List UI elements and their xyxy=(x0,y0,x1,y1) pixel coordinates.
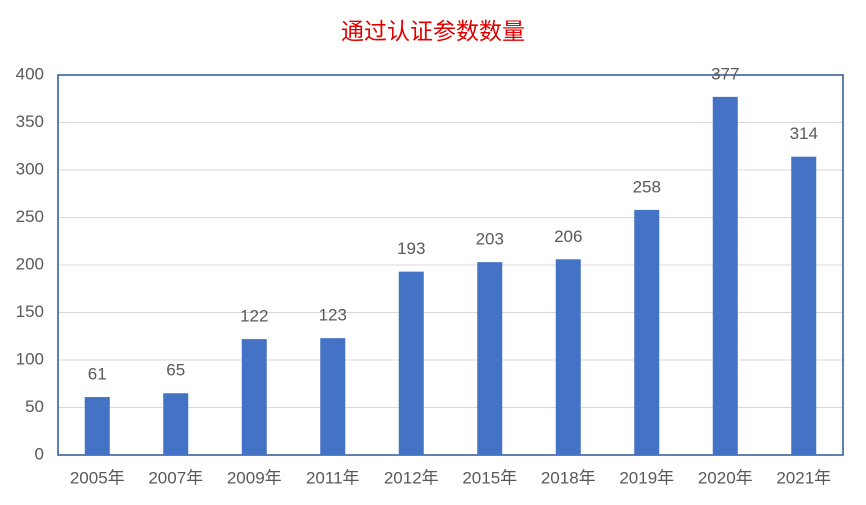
value-label: 122 xyxy=(240,307,268,326)
x-tick-label: 2019年 xyxy=(619,468,674,487)
value-label: 314 xyxy=(790,124,818,143)
value-label: 61 xyxy=(88,365,107,384)
x-tick-label: 2011年 xyxy=(306,468,360,487)
bar xyxy=(320,338,346,455)
bar xyxy=(163,393,189,455)
bar xyxy=(477,262,503,455)
bar xyxy=(791,156,817,455)
value-label: 377 xyxy=(711,64,739,83)
x-tick-label: 2020年 xyxy=(698,468,753,487)
bar xyxy=(634,209,660,455)
y-tick-label: 200 xyxy=(16,254,44,273)
x-tick-label: 2007年 xyxy=(148,468,203,487)
bar xyxy=(712,96,738,455)
value-label: 258 xyxy=(633,177,661,196)
x-tick-label: 2009年 xyxy=(227,468,282,487)
value-label: 65 xyxy=(166,361,185,380)
x-tick-label: 2021年 xyxy=(776,468,831,487)
y-tick-label: 250 xyxy=(16,207,44,226)
x-tick-label: 2012年 xyxy=(384,468,439,487)
value-label: 203 xyxy=(476,230,504,249)
y-tick-label: 50 xyxy=(25,397,44,416)
bar xyxy=(555,259,581,455)
value-label: 193 xyxy=(397,239,425,258)
bar xyxy=(84,397,110,455)
bar xyxy=(398,271,424,455)
y-tick-label: 350 xyxy=(16,112,44,131)
y-tick-label: 100 xyxy=(16,349,44,368)
x-tick-label: 2018年 xyxy=(541,468,596,487)
y-tick-label: 0 xyxy=(35,444,44,463)
chart-title: 通过认证参数数量 xyxy=(341,18,525,44)
y-tick-label: 400 xyxy=(16,64,44,83)
value-label: 123 xyxy=(319,306,347,325)
x-tick-label: 2015年 xyxy=(462,468,517,487)
x-tick-label: 2005年 xyxy=(70,468,125,487)
plot-border xyxy=(57,74,844,456)
bar xyxy=(241,339,267,455)
value-label: 206 xyxy=(554,227,582,246)
y-tick-label: 150 xyxy=(16,302,44,321)
y-tick-label: 300 xyxy=(16,159,44,178)
